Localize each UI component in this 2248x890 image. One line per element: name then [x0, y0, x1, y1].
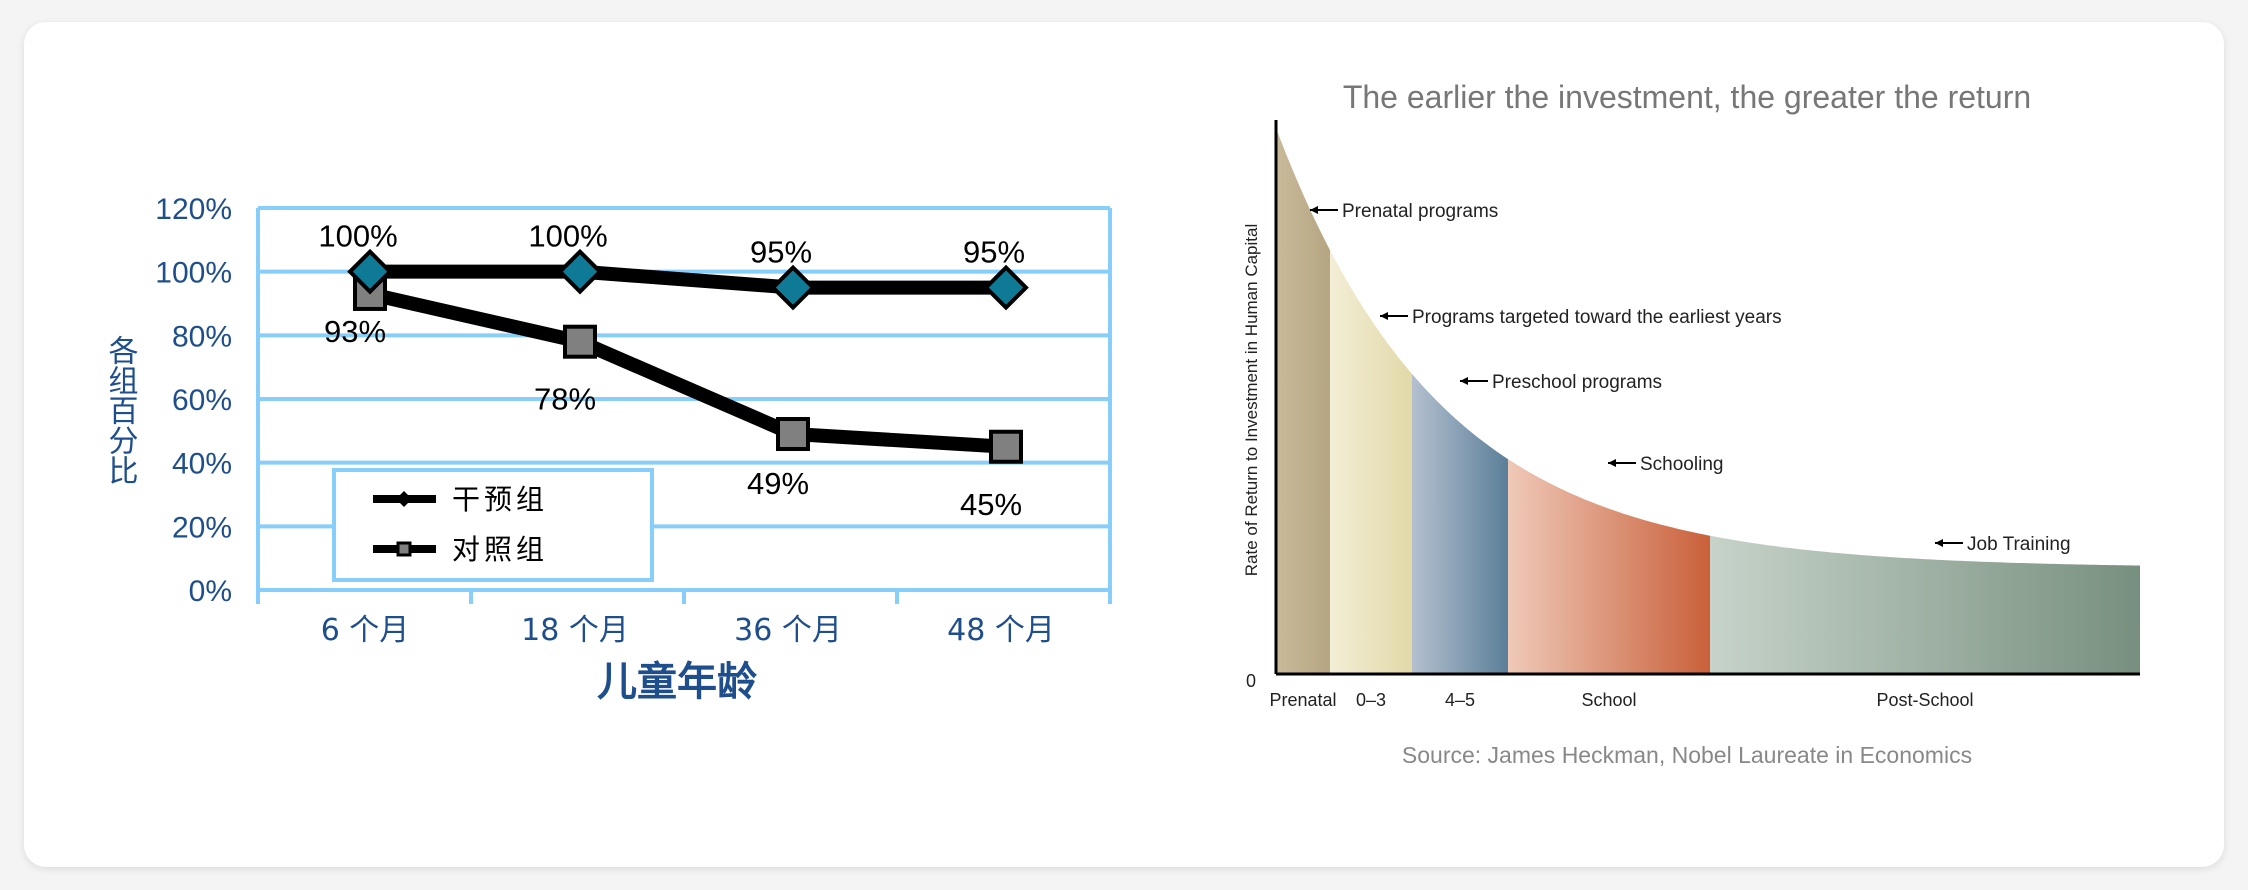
- annotation-arrowhead: [1460, 377, 1468, 385]
- y-tick-label: 20%: [172, 511, 232, 544]
- data-point-intervention: [983, 264, 1029, 311]
- stage-label: Prenatal: [1269, 690, 1336, 710]
- chart-title: The earlier the investment, the greater …: [1343, 79, 2031, 115]
- legend-box: [332, 468, 654, 582]
- stage-area-2: [1412, 373, 1508, 674]
- stage-label: 0–3: [1356, 690, 1386, 710]
- data-point-intervention: [347, 248, 393, 295]
- stage-label: 4–5: [1445, 690, 1475, 710]
- stage-area-0: [1276, 128, 1330, 674]
- annotation-label: Job Training: [1967, 534, 2071, 555]
- y-origin-label: 0: [1246, 671, 1256, 691]
- right-heckman-chart: Prenatal 0–3 4–5 School Post-School 0 Rate of …: [1242, 79, 2140, 768]
- data-point-control: [563, 324, 597, 359]
- x-tick-label: 36 个月: [734, 613, 842, 648]
- x-tick-label: 6 个月: [321, 613, 410, 648]
- legend-marker-square: [396, 541, 412, 557]
- data-label: 95%: [963, 235, 1025, 270]
- data-point-control: [989, 429, 1023, 464]
- data-label: 100%: [528, 219, 607, 254]
- annotation-arrowhead: [1310, 206, 1318, 214]
- stage-area-3: [1508, 459, 1710, 674]
- legend-label: 干预组: [452, 483, 548, 516]
- legend-label: 对照组: [452, 533, 548, 566]
- source-note: Source: James Heckman, Nobel Laureate in…: [1402, 742, 1972, 768]
- y-axis-title: Rate of Return to Investment in Human Ca…: [1242, 224, 1261, 576]
- data-label: 78%: [534, 382, 596, 417]
- stage-label: School: [1581, 690, 1636, 710]
- x-axis-title: 儿童年龄: [597, 659, 757, 705]
- data-label: 100%: [318, 219, 397, 254]
- data-label: 93%: [324, 314, 386, 349]
- y-tick-label: 60%: [172, 384, 232, 417]
- data-label: 49%: [747, 466, 809, 501]
- stage-area-1: [1330, 250, 1412, 675]
- y-tick-label: 40%: [172, 448, 232, 481]
- stage-label: Post-School: [1876, 690, 1973, 710]
- data-label: 45%: [960, 487, 1022, 522]
- series-line-1: [363, 286, 1013, 454]
- x-tick-label: 48 个月: [947, 613, 1055, 648]
- figure-card: [24, 22, 2224, 867]
- series-line-0: [363, 264, 1013, 295]
- y-tick-label: 120%: [155, 193, 232, 226]
- data-point-intervention: [770, 264, 816, 311]
- x-tick-label: 18 个月: [521, 613, 629, 648]
- y-tick-label: 0%: [189, 575, 232, 608]
- y-tick-label: 80%: [172, 320, 232, 353]
- stage-area-4: [1710, 535, 2140, 674]
- y-tick-label: 100%: [155, 257, 232, 290]
- annotation-arrowhead: [1608, 459, 1616, 467]
- annotation-label: Prenatal programs: [1342, 201, 1498, 222]
- annotation-arrowhead: [1935, 539, 1943, 547]
- data-label: 95%: [750, 235, 812, 270]
- left-line-chart: 0% 20% 40% 60% 80% 100% 120% 6 个月 18 个月 36 个月 48 个…: [103, 193, 1112, 705]
- annotation-label: Preschool programs: [1492, 372, 1662, 393]
- annotation-arrowhead: [1380, 312, 1388, 320]
- data-point-control: [776, 417, 810, 452]
- legend-marker-diamond: [396, 491, 412, 507]
- data-point-intervention: [557, 248, 603, 295]
- y-axis-title: 各组百分比: [103, 335, 139, 485]
- annotation-label: Programs targeted toward the earliest ye…: [1412, 307, 1782, 328]
- annotation-label: Schooling: [1640, 454, 1723, 475]
